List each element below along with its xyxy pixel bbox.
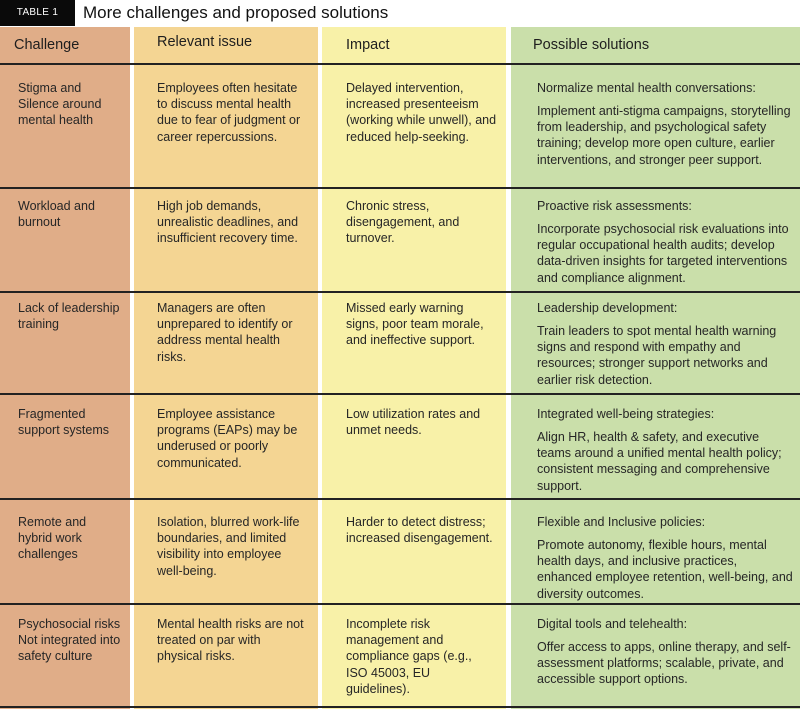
- cell-possible-solutions: Proactive risk assessments: Incorporate …: [537, 198, 795, 286]
- solution-text: Promote autonomy, flexible hours, mental…: [537, 538, 793, 601]
- solution-text: Incorporate psychosocial risk evaluation…: [537, 222, 789, 285]
- cell-challenge: Remote and hybrid work challenges: [18, 515, 87, 562]
- row-divider: [0, 187, 800, 189]
- cell-relevant-issue: Managers are often unprepared to identif…: [157, 301, 293, 364]
- solution-title: Integrated well-being strategies:: [537, 407, 715, 421]
- header-possible-solutions: Possible solutions: [533, 37, 650, 53]
- row-divider: [0, 291, 800, 293]
- column-relevant-issue-bg: [134, 27, 318, 709]
- cell-challenge: Lack of leadership training: [18, 301, 120, 332]
- cell-relevant-issue: Isolation, blurred work-life boundaries,…: [157, 515, 300, 578]
- solution-text: Offer access to apps, online therapy, an…: [537, 640, 791, 687]
- cell-possible-solutions: Normalize mental health conversations: I…: [537, 80, 792, 168]
- table-title-bar: TABLE 1 More challenges and proposed sol…: [0, 0, 800, 26]
- solution-title: Flexible and Inclusive policies:: [537, 515, 706, 529]
- column-solutions-bg: [511, 27, 800, 709]
- header-impact: Impact: [346, 37, 390, 53]
- row-divider: [0, 603, 800, 605]
- cell-possible-solutions: Integrated well-being strategies: Align …: [537, 406, 795, 494]
- solution-text: Align HR, health & safety, and executive…: [537, 430, 782, 493]
- row-divider: [0, 498, 800, 500]
- cell-relevant-issue: High job demands, unrealistic deadlines,…: [157, 199, 299, 246]
- cell-relevant-issue: Employees often hesitate to discuss ment…: [157, 81, 301, 144]
- column-challenge-bg: [0, 27, 130, 709]
- row-divider: [0, 706, 800, 708]
- cell-challenge: Stigma and Silence around mental health: [18, 81, 102, 128]
- column-impact-bg: [322, 27, 506, 709]
- header-relevant-issue: Relevant issue: [157, 34, 253, 50]
- cell-relevant-issue: Employee assistance programs (EAPs) may …: [157, 407, 298, 470]
- cell-impact: Harder to detect distress; increased dis…: [346, 515, 493, 546]
- solution-title: Digital tools and telehealth:: [537, 617, 688, 631]
- cell-possible-solutions: Digital tools and telehealth: Offer acce…: [537, 616, 795, 688]
- solution-text: Implement anti-stigma campaigns, storyte…: [537, 104, 791, 167]
- cell-challenge: Psychosocial risks Not integrated into s…: [18, 617, 121, 664]
- cell-impact: Chronic stress, disengagement, and turno…: [346, 199, 460, 246]
- table-number-tag: TABLE 1: [0, 0, 75, 26]
- solution-text: Train leaders to spot mental health warn…: [537, 324, 777, 387]
- cell-impact: Low utilization rates and unmet needs.: [346, 407, 481, 438]
- solution-title: Normalize mental health conversations:: [537, 81, 756, 95]
- table-title: More challenges and proposed solutions: [83, 3, 389, 22]
- cell-possible-solutions: Leadership development: Train leaders to…: [537, 300, 795, 388]
- solution-title: Proactive risk assessments:: [537, 199, 692, 213]
- cell-impact: Incomplete risk management and complianc…: [346, 617, 472, 696]
- header-challenge: Challenge: [14, 37, 80, 53]
- cell-challenge: Fragmented support systems: [18, 407, 110, 438]
- cell-possible-solutions: Flexible and Inclusive policies: Promote…: [537, 514, 795, 602]
- cell-impact: Delayed intervention, increased presente…: [346, 81, 497, 144]
- cell-impact: Missed early warning signs, poor team mo…: [346, 301, 484, 348]
- cell-relevant-issue: Mental health risks are not treated on p…: [157, 617, 304, 664]
- solution-title: Leadership development:: [537, 301, 678, 315]
- cell-challenge: Workload and burnout: [18, 199, 95, 230]
- row-divider: [0, 393, 800, 395]
- row-divider: [0, 63, 800, 65]
